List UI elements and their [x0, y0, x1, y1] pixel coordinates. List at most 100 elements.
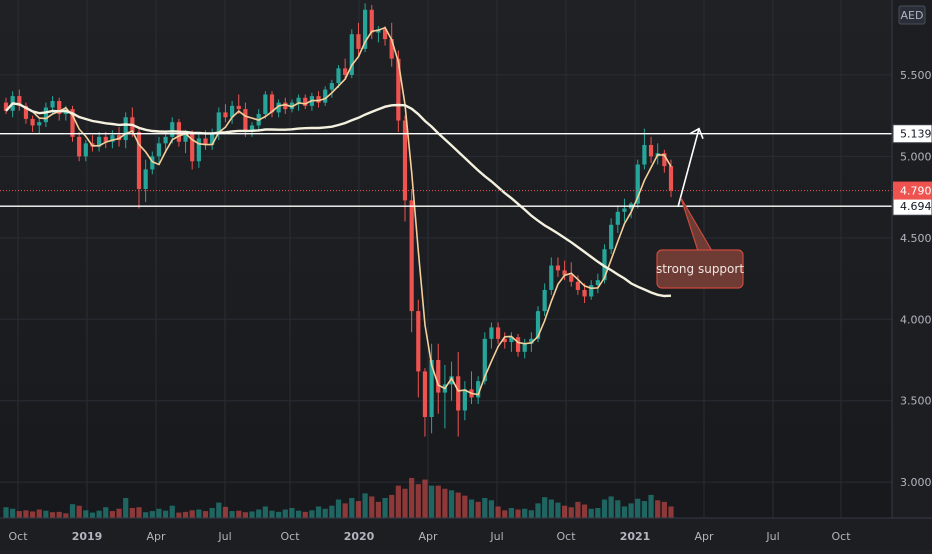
slow-moving-average-line [5, 102, 672, 298]
candle-body [622, 208, 627, 212]
candle-body [363, 9, 368, 49]
volume-bar [256, 509, 262, 518]
candle-body [582, 289, 587, 297]
grid-lines [0, 0, 892, 518]
candle-body [575, 281, 580, 290]
candle-body [642, 144, 647, 165]
volume-bar [10, 508, 16, 518]
candle-body [456, 376, 461, 411]
volume-bar [635, 498, 641, 518]
candle-body [249, 125, 255, 132]
volume-bar [89, 512, 96, 518]
candle-body [609, 224, 614, 250]
volume-bar [242, 512, 248, 518]
time-tick-label: 2020 [344, 530, 375, 543]
volume-bar [329, 505, 335, 518]
volume-bar [43, 510, 49, 518]
candle-body [283, 102, 288, 110]
time-tick-label: Apr [694, 530, 714, 543]
candle-body [23, 105, 29, 119]
candle-body [196, 138, 201, 162]
price-axis-background [892, 0, 932, 518]
currency-label: AED [901, 9, 924, 22]
volume-bar [169, 505, 175, 518]
time-tick-label: Apr [418, 530, 438, 543]
volume-bar [189, 510, 195, 518]
candle-body [216, 112, 221, 134]
candle-body [150, 156, 155, 170]
volume-bar [555, 502, 561, 518]
volume-bar [315, 506, 322, 518]
last-price-tag [893, 181, 932, 200]
volume-bar [562, 505, 568, 518]
time-axis[interactable]: Oct 2019 Apr Jul Oct 2020 Apr Jul Oct 2021 Apr Jul O… [0, 517, 932, 550]
price-tick-label: 3.500 [900, 395, 932, 408]
candle-body [535, 311, 541, 339]
volume-bar [415, 484, 421, 518]
volume-bar [369, 496, 375, 518]
candle-body [276, 102, 281, 113]
candle-body [529, 338, 534, 344]
volume-bar [495, 506, 501, 518]
callout-box [656, 249, 744, 289]
volume-bar [522, 508, 528, 518]
volume-bar [475, 501, 481, 518]
candle-body [316, 96, 321, 103]
volume-bar [96, 510, 102, 518]
volume-bar [608, 496, 614, 518]
price-axis[interactable]: AED 5.500 5.000 4.500 4.000 3.500 3.000 [891, 0, 932, 518]
candle-body [110, 135, 115, 142]
candle-body [569, 275, 574, 282]
candle-body [662, 153, 667, 167]
moving-averages [5, 26, 672, 396]
callout-text: strong support [656, 262, 744, 276]
volume-bar [276, 511, 282, 518]
volume-bar [595, 507, 601, 518]
volume-bar [69, 504, 76, 518]
candle-body [296, 97, 301, 103]
horizontal-levels[interactable] [0, 133, 892, 207]
candle-body [356, 34, 361, 49]
candle-body [230, 105, 235, 118]
volume-bar [462, 495, 468, 518]
volume-bar [282, 509, 288, 518]
volume-bar [508, 507, 514, 518]
fast-moving-average-line [5, 26, 672, 396]
candle-body [555, 265, 561, 271]
candle-body [369, 9, 374, 33]
volume-bar [575, 501, 581, 518]
candle-body [436, 359, 441, 393]
candle-body [509, 337, 514, 343]
candle-body [648, 144, 654, 157]
candle-body [336, 68, 341, 84]
candle-body [549, 265, 554, 290]
candle-body [103, 136, 108, 142]
volume-bar [176, 512, 182, 518]
volume-bar [36, 509, 42, 518]
candle-body [422, 371, 428, 418]
candle-body [489, 327, 494, 339]
volume-bar [202, 511, 209, 518]
currency-badge[interactable] [898, 5, 926, 25]
volume-bar [641, 501, 647, 518]
volume-bar [528, 510, 534, 518]
volume-bar [628, 503, 634, 518]
candle-body [323, 89, 328, 103]
horizontal-level-tag-text: 4.694 [900, 200, 932, 213]
time-tick-label: 2021 [620, 530, 651, 543]
candle-body [389, 39, 394, 59]
candle-body [635, 164, 640, 204]
volume-bar [482, 497, 488, 518]
volume-bar [422, 479, 428, 518]
drawing-tools[interactable]: strong support [656, 127, 744, 289]
candle-body [50, 100, 55, 108]
candle-body [123, 117, 128, 141]
candle-body [462, 389, 467, 411]
price-tick-label: 5.000 [900, 150, 932, 163]
price-tick-label: 4.000 [900, 313, 932, 326]
candle-body [515, 337, 521, 352]
candle-body [163, 136, 168, 144]
candle-body [3, 102, 9, 111]
